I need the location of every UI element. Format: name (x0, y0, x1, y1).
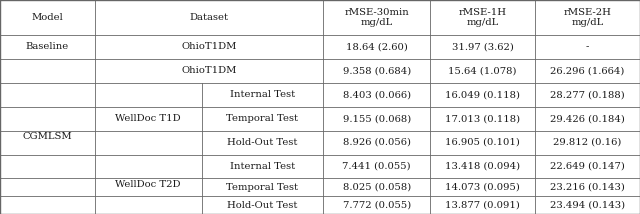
Text: Temporal Test: Temporal Test (227, 114, 298, 123)
Text: 8.025 (0.058): 8.025 (0.058) (342, 183, 411, 192)
Text: 28.277 (0.188): 28.277 (0.188) (550, 90, 625, 99)
Text: 16.905 (0.101): 16.905 (0.101) (445, 138, 520, 147)
Text: 23.494 (0.143): 23.494 (0.143) (550, 201, 625, 210)
Text: Temporal Test: Temporal Test (227, 183, 298, 192)
Text: 23.216 (0.143): 23.216 (0.143) (550, 183, 625, 192)
Text: 9.358 (0.684): 9.358 (0.684) (342, 66, 411, 75)
Text: rMSE-1H
mg/dL: rMSE-1H mg/dL (458, 8, 507, 27)
Text: 13.877 (0.091): 13.877 (0.091) (445, 201, 520, 210)
Text: Hold-Out Test: Hold-Out Test (227, 201, 298, 210)
Text: 7.441 (0.055): 7.441 (0.055) (342, 162, 411, 171)
Text: Dataset: Dataset (189, 13, 228, 22)
Text: -: - (586, 42, 589, 51)
Text: 29.812 (0.16): 29.812 (0.16) (554, 138, 621, 147)
Text: Baseline: Baseline (26, 42, 69, 51)
Text: OhioT1DM: OhioT1DM (181, 66, 237, 75)
Text: 31.97 (3.62): 31.97 (3.62) (452, 42, 513, 51)
Text: Internal Test: Internal Test (230, 162, 295, 171)
Text: 17.013 (0.118): 17.013 (0.118) (445, 114, 520, 123)
Text: 29.426 (0.184): 29.426 (0.184) (550, 114, 625, 123)
Text: CGMLSM: CGMLSM (22, 132, 72, 141)
Text: 13.418 (0.094): 13.418 (0.094) (445, 162, 520, 171)
Text: 18.64 (2.60): 18.64 (2.60) (346, 42, 408, 51)
Text: Model: Model (31, 13, 63, 22)
Text: OhioT1DM: OhioT1DM (181, 42, 237, 51)
Text: rMSE-2H
mg/dL: rMSE-2H mg/dL (564, 8, 611, 27)
Text: 8.403 (0.066): 8.403 (0.066) (342, 90, 411, 99)
Text: 8.926 (0.056): 8.926 (0.056) (342, 138, 411, 147)
Text: WellDoc T1D: WellDoc T1D (115, 114, 181, 123)
Text: 7.772 (0.055): 7.772 (0.055) (342, 201, 411, 210)
Text: 26.296 (1.664): 26.296 (1.664) (550, 66, 625, 75)
Text: 9.155 (0.068): 9.155 (0.068) (342, 114, 411, 123)
Text: 22.649 (0.147): 22.649 (0.147) (550, 162, 625, 171)
Text: Internal Test: Internal Test (230, 90, 295, 99)
Text: Hold-Out Test: Hold-Out Test (227, 138, 298, 147)
Text: WellDoc T2D: WellDoc T2D (115, 180, 181, 189)
Text: rMSE-30min
mg/dL: rMSE-30min mg/dL (344, 8, 409, 27)
Text: 16.049 (0.118): 16.049 (0.118) (445, 90, 520, 99)
Text: 15.64 (1.078): 15.64 (1.078) (448, 66, 517, 75)
Text: 14.073 (0.095): 14.073 (0.095) (445, 183, 520, 192)
